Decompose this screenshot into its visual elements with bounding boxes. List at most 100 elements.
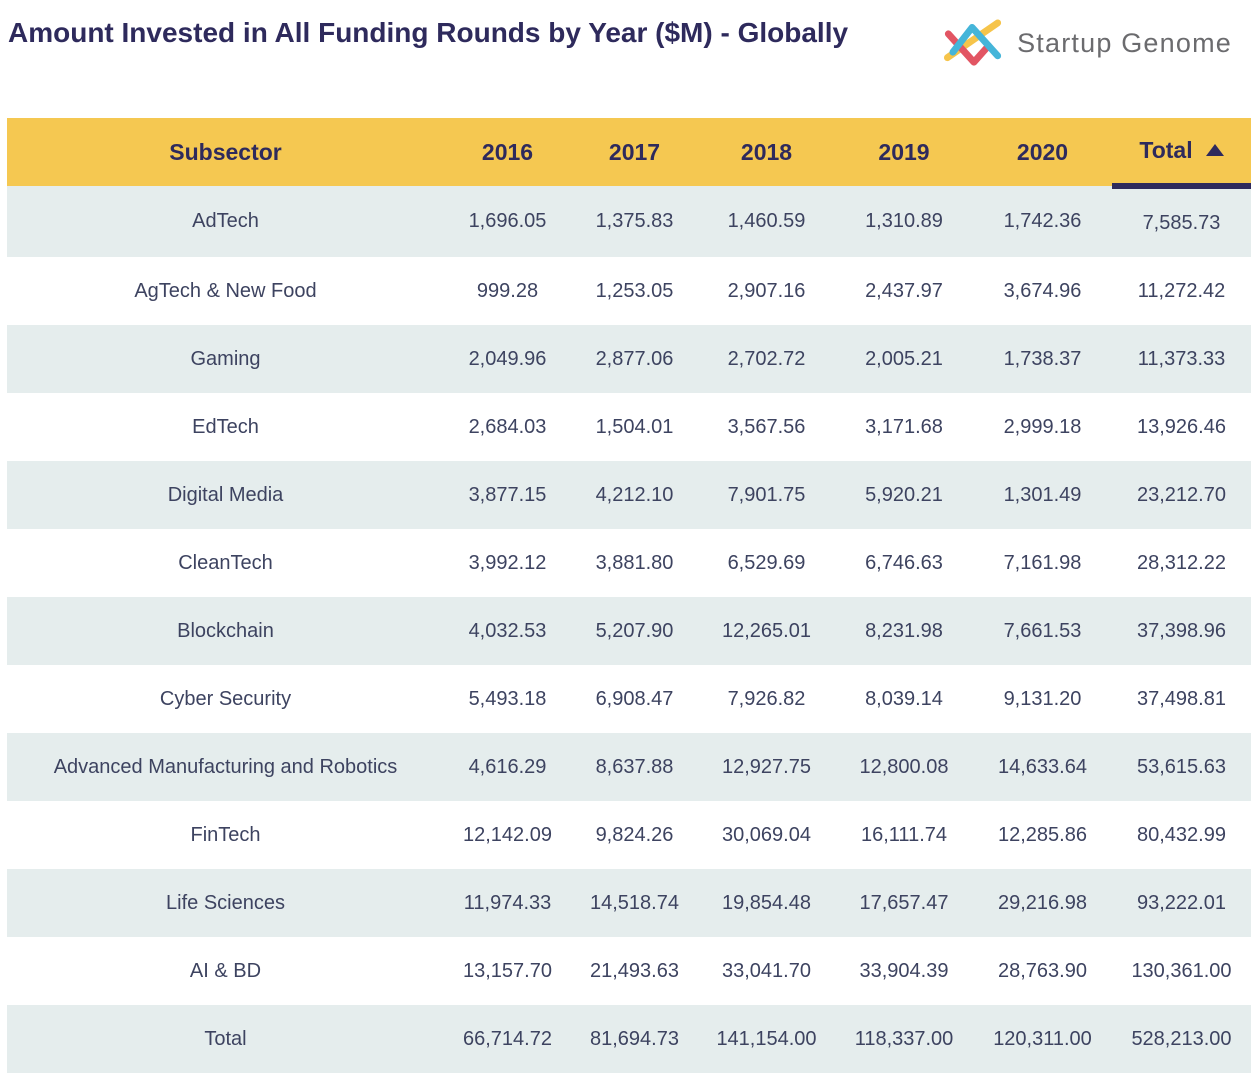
value-cell: 33,904.39 — [835, 937, 973, 1005]
value-cell: 11,974.33 — [444, 869, 571, 937]
value-cell: 1,460.59 — [698, 186, 835, 257]
column-header-subsector[interactable]: Subsector — [7, 118, 444, 186]
value-cell: 2,684.03 — [444, 393, 571, 461]
value-cell: 12,800.08 — [835, 733, 973, 801]
value-cell: 4,032.53 — [444, 597, 571, 665]
value-cell: 1,696.05 — [444, 186, 571, 257]
column-header-2017[interactable]: 2017 — [571, 118, 698, 186]
startup-genome-logo-text: Startup Genome — [1017, 27, 1232, 58]
subsector-cell: AgTech & New Food — [7, 257, 444, 325]
value-cell: 2,702.72 — [698, 325, 835, 393]
column-header-label: 2020 — [1016, 138, 1069, 165]
value-cell: 37,498.81 — [1112, 665, 1251, 733]
table-row: AI & BD 13,157.70 21,493.63 33,041.70 33,904… — [7, 937, 1251, 1005]
value-cell: 120,311.00 — [973, 1005, 1112, 1073]
table-row: AdTech 1,696.05 1,375.83 1,460.59 1,310.89 1,… — [7, 186, 1251, 257]
subsector-cell: Gaming — [7, 325, 444, 393]
table-row: CleanTech 3,992.12 3,881.80 6,529.69 6,746.6… — [7, 529, 1251, 597]
value-cell: 33,041.70 — [698, 937, 835, 1005]
value-cell: 23,212.70 — [1112, 461, 1251, 529]
subsector-cell: AdTech — [7, 186, 444, 257]
value-cell: 12,265.01 — [698, 597, 835, 665]
column-header-2020[interactable]: 2020 — [973, 118, 1112, 186]
subsector-cell: CleanTech — [7, 529, 444, 597]
value-cell: 14,633.64 — [973, 733, 1112, 801]
subsector-cell: Blockchain — [7, 597, 444, 665]
column-header-2016[interactable]: 2016 — [444, 118, 571, 186]
value-cell: 12,927.75 — [698, 733, 835, 801]
value-cell: 3,171.68 — [835, 393, 973, 461]
value-cell: 999.28 — [444, 257, 571, 325]
subsector-cell: EdTech — [7, 393, 444, 461]
column-header-label: 2016 — [481, 138, 534, 165]
value-cell: 5,920.21 — [835, 461, 973, 529]
subsector-cell: FinTech — [7, 801, 444, 869]
value-cell: 1,301.49 — [973, 461, 1112, 529]
value-cell: 528,213.00 — [1112, 1005, 1251, 1073]
table-header-row: Subsector 2016 2017 2018 2019 2020 Total — [7, 118, 1251, 189]
value-cell: 16,111.74 — [835, 801, 973, 869]
value-cell: 2,437.97 — [835, 257, 973, 325]
value-cell: 12,142.09 — [444, 801, 571, 869]
value-cell: 1,504.01 — [571, 393, 698, 461]
column-header-label: Subsector — [169, 138, 282, 165]
column-header-2018[interactable]: 2018 — [698, 118, 835, 186]
page-title: Amount Invested in All Funding Rounds by… — [8, 17, 849, 48]
value-cell: 1,375.83 — [571, 186, 698, 257]
table-row: Life Sciences 11,974.33 14,518.74 19,854.48… — [7, 869, 1251, 937]
page-header: Amount Invested in All Funding Rounds by… — [0, 0, 1258, 106]
table-row: Gaming 2,049.96 2,877.06 2,702.72 2,005.21 1,… — [7, 325, 1251, 393]
value-cell: 7,926.82 — [698, 665, 835, 733]
value-cell: 3,992.12 — [444, 529, 571, 597]
value-cell: 14,518.74 — [571, 869, 698, 937]
value-cell: 1,738.37 — [973, 325, 1112, 393]
value-cell: 2,877.06 — [571, 325, 698, 393]
value-cell: 37,398.96 — [1112, 597, 1251, 665]
value-cell: 1,253.05 — [571, 257, 698, 325]
value-cell: 3,674.96 — [973, 257, 1112, 325]
subsector-cell: AI & BD — [7, 937, 444, 1005]
table-row: Digital Media 3,877.15 4,212.10 7,901.75 5,9… — [7, 461, 1251, 529]
startup-genome-logo-icon — [944, 19, 1002, 66]
value-cell: 4,616.29 — [444, 733, 571, 801]
value-cell: 93,222.01 — [1112, 869, 1251, 937]
value-cell: 2,005.21 — [835, 325, 973, 393]
value-cell: 3,567.56 — [698, 393, 835, 461]
table-row: AgTech & New Food 999.28 1,253.05 2,907.16 2… — [7, 257, 1251, 325]
value-cell: 9,824.26 — [571, 801, 698, 869]
value-cell: 8,039.14 — [835, 665, 973, 733]
value-cell: 130,361.00 — [1112, 937, 1251, 1005]
value-cell: 29,216.98 — [973, 869, 1112, 937]
subsector-cell: Advanced Manufacturing and Robotics — [7, 733, 444, 801]
value-cell: 3,881.80 — [571, 529, 698, 597]
total-label-cell: Total — [7, 1005, 444, 1073]
column-header-label: Total — [1139, 137, 1193, 163]
value-cell: 9,131.20 — [973, 665, 1112, 733]
value-cell: 3,877.15 — [444, 461, 571, 529]
subsector-cell: Life Sciences — [7, 869, 444, 937]
column-header-total[interactable]: Total — [1112, 118, 1251, 189]
value-cell: 7,161.98 — [973, 529, 1112, 597]
table-total-row: Total 66,714.72 81,694.73 141,154.00 118,337… — [7, 1005, 1251, 1073]
value-cell: 6,529.69 — [698, 529, 835, 597]
table-body: AdTech 1,696.05 1,375.83 1,460.59 1,310.89 1,… — [7, 186, 1251, 1073]
value-cell: 8,231.98 — [835, 597, 973, 665]
value-cell: 19,854.48 — [698, 869, 835, 937]
table-row: FinTech 12,142.09 9,824.26 30,069.04 16,111.… — [7, 801, 1251, 869]
subsector-cell: Digital Media — [7, 461, 444, 529]
value-cell: 8,637.88 — [571, 733, 698, 801]
sort-ascending-icon — [1205, 144, 1224, 156]
column-header-label: 2018 — [740, 138, 793, 165]
value-cell: 11,373.33 — [1112, 325, 1251, 393]
value-cell: 7,585.73 — [1112, 186, 1251, 257]
value-cell: 53,615.63 — [1112, 733, 1251, 801]
column-header-2019[interactable]: 2019 — [835, 118, 973, 186]
table-row: EdTech 2,684.03 1,504.01 3,567.56 3,171.68 2,… — [7, 393, 1251, 461]
startup-genome-logo: Startup Genome — [941, 14, 1232, 72]
column-header-label: 2017 — [608, 138, 661, 165]
value-cell: 28,763.90 — [973, 937, 1112, 1005]
value-cell: 80,432.99 — [1112, 801, 1251, 869]
value-cell: 1,310.89 — [835, 186, 973, 257]
value-cell: 81,694.73 — [571, 1005, 698, 1073]
